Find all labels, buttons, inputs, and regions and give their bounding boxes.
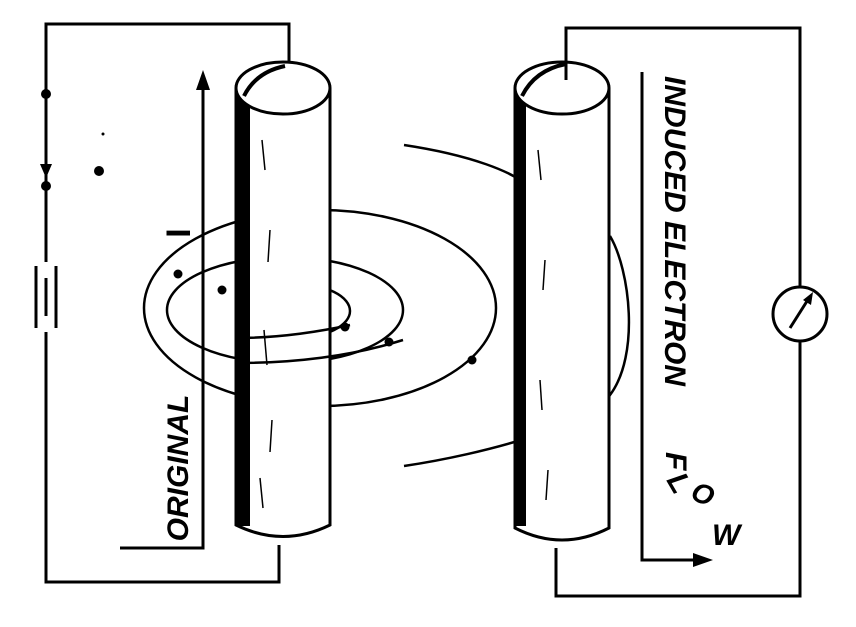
induced-conductor: [513, 60, 611, 542]
galvanometer-icon: [771, 285, 829, 343]
left-circuit-junctions: [41, 89, 105, 191]
original-label: ORIGINAL: [162, 395, 195, 542]
battery-icon: [30, 252, 62, 342]
induced-flow-arrow: [640, 72, 713, 567]
current-symbol-label: I: [160, 228, 198, 237]
left-wire-arrow: [40, 164, 52, 178]
field-line-outer: [403, 143, 531, 189]
flow-letter-f: F: [659, 452, 692, 471]
original-conductor: [234, 60, 332, 538]
current-direction-arrow: [120, 70, 210, 550]
induced-electron-label: INDUCED ELECTRON: [658, 76, 691, 387]
flow-letter-w: W: [712, 519, 743, 552]
field-lines-front: [235, 323, 404, 365]
